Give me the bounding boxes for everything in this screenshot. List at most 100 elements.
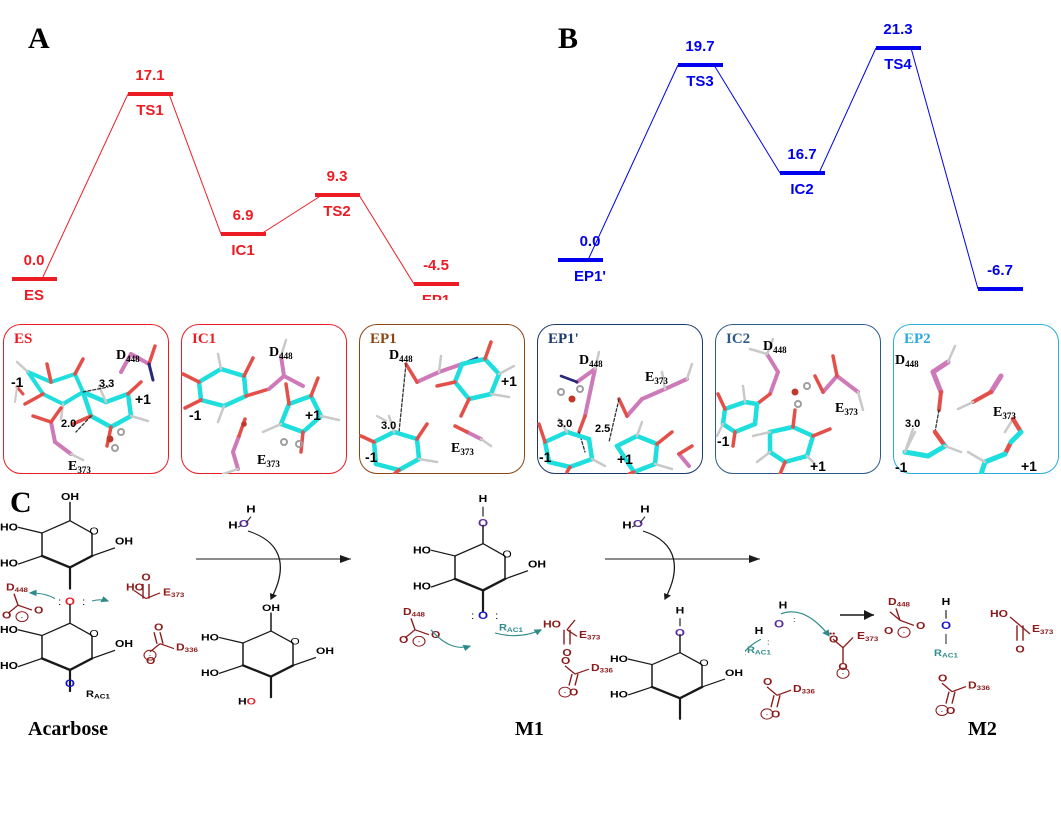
svg-text:O: O [154,623,164,634]
svg-text:-1: -1 [539,449,552,465]
svg-text:O: O [65,677,75,690]
svg-text:E373: E373 [645,370,668,386]
svg-text:O: O [399,635,409,646]
svg-text:D448: D448 [895,353,919,369]
svg-text:D448: D448 [888,597,910,609]
svg-text:E373: E373 [1032,624,1053,636]
svg-text:+1: +1 [305,407,321,423]
svg-text:-: - [564,688,567,696]
svg-text:D448: D448 [389,348,413,364]
svg-text:EP1: EP1 [422,292,450,300]
svg-text:-1: -1 [189,407,202,423]
svg-text:TS3: TS3 [686,73,714,90]
svg-text:O: O [569,687,579,698]
svg-text:RAC1: RAC1 [86,690,110,701]
svg-text:D448: D448 [579,353,603,369]
svg-text:H: H [942,597,951,608]
svg-text:D448: D448 [6,582,28,594]
svg-text:HO: HO [610,654,628,665]
svg-text:2.5: 2.5 [595,423,610,435]
svg-text:O: O [699,658,708,669]
svg-text:HO: HO [0,522,19,533]
svg-text:O: O [884,626,894,637]
svg-text:O: O [633,518,643,529]
svg-text::: : [495,611,498,622]
svg-text:E373: E373 [579,630,600,642]
svg-text:HO: HO [610,689,628,700]
svg-text:3.0: 3.0 [905,418,920,430]
svg-text:EP1': EP1' [574,268,606,285]
svg-text:OH: OH [528,559,546,570]
svg-text:IC2: IC2 [790,181,813,198]
svg-text:-: - [418,637,421,645]
svg-text:+1: +1 [1021,458,1037,474]
svg-text:-4.5: -4.5 [423,257,449,274]
svg-text:H: H [676,605,685,616]
svg-text:O: O [34,605,44,616]
svg-text:TS1: TS1 [136,102,164,119]
svg-text:6.9: 6.9 [233,207,254,224]
svg-text:OH: OH [316,646,334,657]
svg-text:H: H [779,600,788,611]
svg-text:D448: D448 [763,339,787,355]
svg-text:+1: +1 [617,451,633,467]
svg-text:TS4: TS4 [884,56,912,73]
svg-text:-1: -1 [365,449,378,465]
svg-text:TS2: TS2 [323,203,351,220]
svg-text:O: O [1015,644,1025,655]
svg-text:O: O [89,629,98,640]
svg-text:-: - [903,628,906,636]
svg-text:E373: E373 [68,459,91,474]
svg-text:3.3: 3.3 [99,378,114,390]
svg-text:17.1: 17.1 [135,67,164,84]
svg-text:0.0: 0.0 [24,252,45,269]
svg-text:3.0: 3.0 [381,420,396,432]
svg-text::: : [767,637,770,646]
svg-text:-: - [766,710,769,718]
svg-text:H: H [246,504,255,515]
svg-text:-: - [21,613,24,621]
svg-text:16.7: 16.7 [787,146,816,163]
svg-text:O: O [763,677,773,688]
svg-text:ES: ES [24,287,44,300]
svg-text:+1: +1 [135,391,151,407]
svg-text:O: O [771,709,781,720]
svg-text:O: O [916,621,926,632]
svg-text:2.0: 2.0 [61,418,76,430]
svg-text:HO: HO [0,625,19,636]
svg-text:HO: HO [543,619,562,630]
svg-text:OH: OH [262,603,280,614]
svg-text:D336: D336 [968,680,990,692]
svg-text:E373: E373 [835,401,858,417]
svg-text:-6.7: -6.7 [987,262,1013,279]
svg-text:O: O [561,656,571,667]
svg-text:O: O [829,634,839,645]
svg-text:HO: HO [238,697,256,708]
svg-text:D336: D336 [176,642,198,654]
svg-text:D336: D336 [793,684,815,696]
svg-text:O: O [2,610,12,621]
svg-text:-1: -1 [717,433,730,449]
svg-text:0.0: 0.0 [580,233,601,250]
svg-text:D448: D448 [403,607,425,619]
svg-text:RAC1: RAC1 [499,623,523,634]
svg-text:D448: D448 [116,348,140,364]
svg-text:D448: D448 [269,345,293,361]
svg-text:IC1: IC1 [231,242,254,259]
svg-text:O: O [239,518,249,529]
svg-text:H: H [640,504,649,515]
svg-text:O: O [502,550,511,561]
svg-text:HO: HO [990,609,1008,620]
svg-text:-: - [941,707,944,715]
svg-text:-1: -1 [11,374,24,390]
svg-text:OH: OH [725,668,743,679]
svg-text:OH: OH [61,492,79,503]
svg-text:O: O [478,609,488,622]
svg-text:O: O [946,706,956,717]
svg-text:+1: +1 [501,373,517,389]
svg-text:HO: HO [413,545,432,556]
svg-text:RAC1: RAC1 [747,645,771,656]
svg-text:H: H [755,626,764,637]
svg-text:H: H [228,520,237,531]
svg-text:O: O [941,619,951,632]
